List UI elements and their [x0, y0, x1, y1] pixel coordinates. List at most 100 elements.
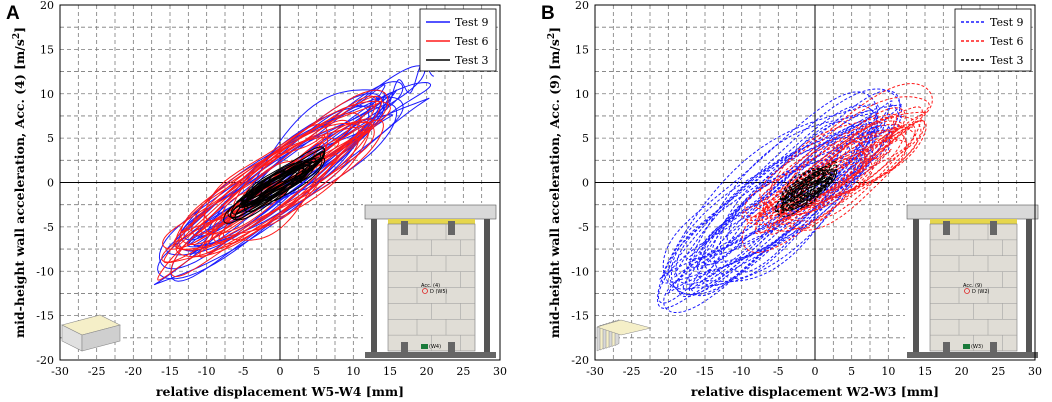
top-support — [990, 221, 997, 235]
x-tick-label: -20 — [124, 365, 142, 378]
hysteresis-loop — [744, 107, 906, 218]
hysteresis-loop — [243, 151, 326, 207]
hysteresis-loop — [688, 113, 878, 268]
base-sensor — [421, 344, 428, 349]
hysteresis-loop — [661, 103, 879, 284]
x-tick-label: 0 — [277, 365, 284, 378]
x-tick-label: -15 — [696, 365, 714, 378]
panel-a-ticks: -30 -25 -20 -15 -10 -5 0 5 10 15 20 25 30 -20 -15 -10 -5… — [36, 0, 507, 378]
top-mortar — [388, 219, 475, 224]
panel-a-legend: Test 9 Test 6 Test 3 — [419, 8, 497, 72]
x-tick-label: 25 — [991, 365, 1005, 378]
hysteresis-loop — [246, 168, 301, 204]
panel-b-ticks: -30 -25 -20 -15 -10 -5 0 5 10 15 20 25 30 -20 -15 -10 -5… — [571, 0, 1042, 378]
plot-frame — [594, 4, 1036, 361]
legend-label: Test 3 — [455, 54, 489, 67]
panel-b-specimen-icon — [596, 319, 652, 352]
left-column — [371, 219, 377, 354]
series-test-6 — [157, 89, 391, 281]
x-tick-label: 10 — [346, 365, 360, 378]
x-tick-label: 5 — [313, 365, 320, 378]
top-support — [943, 221, 950, 235]
panel-a-data — [153, 62, 435, 286]
x-tick-label: -5 — [238, 365, 249, 378]
accelerometer-label: Acc. (4) — [421, 283, 440, 289]
x-tick-label: -10 — [733, 365, 751, 378]
y-tick-label: -10 — [571, 265, 589, 278]
base-sensor-label: (W4) — [429, 344, 441, 350]
bottom-support — [448, 342, 455, 354]
panel-a-xlabel: relative displacement W5-W4 [mm] — [156, 384, 404, 399]
hysteresis-loop — [754, 126, 913, 218]
panel-a-specimen-icon — [61, 314, 121, 352]
series-test-3 — [223, 146, 326, 224]
y-tick-label: 10 — [575, 88, 589, 101]
hysteresis-loop — [157, 126, 372, 281]
base-sensor — [963, 344, 970, 349]
y-tick-label: 0 — [47, 177, 54, 190]
plot-frame — [59, 4, 501, 361]
x-tick-label: 30 — [493, 365, 507, 378]
y-tick-label: 20 — [40, 0, 54, 12]
hysteresis-loop — [762, 113, 897, 215]
displacement-label: D (W2) — [972, 289, 990, 295]
base-beam — [907, 352, 1038, 358]
bottom-support — [990, 342, 997, 354]
y-tick-label: -15 — [36, 310, 54, 323]
panel-a-letter: A — [6, 3, 20, 24]
left-column — [913, 219, 919, 354]
displacement-label: D (W5) — [430, 289, 448, 295]
panel-a: A Acc. (4)D (W5) (W4) -30 -25 -20 -15 -10 -5 0 5… — [6, 0, 507, 399]
bottom-support — [401, 342, 408, 354]
x-tick-label: -20 — [659, 365, 677, 378]
y-tick-label: -15 — [571, 310, 589, 323]
hysteresis-loop — [713, 131, 874, 280]
hysteresis-loop — [785, 149, 873, 230]
y-tick-label: 5 — [582, 132, 589, 145]
legend-label: Test 9 — [455, 16, 489, 29]
hysteresis-loop — [798, 177, 826, 199]
hysteresis-loop — [177, 122, 373, 250]
panel-a-ylabel: mid-height wall acceleration, Acc. (4) [… — [12, 27, 27, 338]
y-tick-label: 15 — [575, 43, 589, 56]
x-tick-label: -5 — [773, 365, 784, 378]
x-tick-label: -15 — [161, 365, 179, 378]
y-tick-label: -20 — [571, 354, 589, 367]
x-tick-label: 10 — [881, 365, 895, 378]
hysteresis-loop — [241, 148, 326, 206]
hysteresis-loop — [688, 123, 894, 291]
hysteresis-loop — [790, 164, 833, 201]
hysteresis-loop — [779, 106, 924, 216]
x-tick-label: 5 — [848, 365, 855, 378]
hysteresis-loop — [781, 167, 827, 202]
hysteresis-loop — [769, 148, 893, 228]
right-column — [1026, 219, 1032, 354]
legend-label: Test 6 — [990, 35, 1024, 48]
bottom-support — [943, 342, 950, 354]
hysteresis-loop — [688, 136, 858, 297]
legend-label: Test 9 — [990, 16, 1024, 29]
panel-b-ylabel: mid-height wall acceleration, Acc. (9) [… — [547, 27, 562, 338]
x-tick-label: 0 — [812, 365, 819, 378]
x-tick-label: 15 — [383, 365, 397, 378]
hysteresis-loop — [781, 169, 838, 211]
top-beam — [364, 204, 497, 220]
panel-b-letter: B — [541, 3, 555, 24]
y-tick-label: 5 — [47, 132, 54, 145]
x-tick-label: -10 — [198, 365, 216, 378]
y-tick-label: -5 — [43, 221, 54, 234]
hysteresis-loop — [776, 157, 877, 215]
top-support — [401, 221, 408, 235]
panel-b-xlabel: relative displacement W2-W3 [mm] — [691, 384, 939, 399]
hysteresis-loop — [794, 140, 866, 209]
hysteresis-loop — [685, 104, 903, 261]
base-beam — [365, 352, 496, 358]
hysteresis-loop — [222, 160, 321, 241]
panel-b-legend: Test 9 Test 6 Test 3 — [954, 8, 1032, 72]
hysteresis-loop — [741, 120, 905, 222]
x-tick-label: 30 — [1028, 365, 1042, 378]
panel-a-inset: Acc. (4)D (W5) (W4) — [363, 203, 498, 360]
hysteresis-loop — [656, 109, 879, 309]
y-tick-label: 15 — [40, 43, 54, 56]
